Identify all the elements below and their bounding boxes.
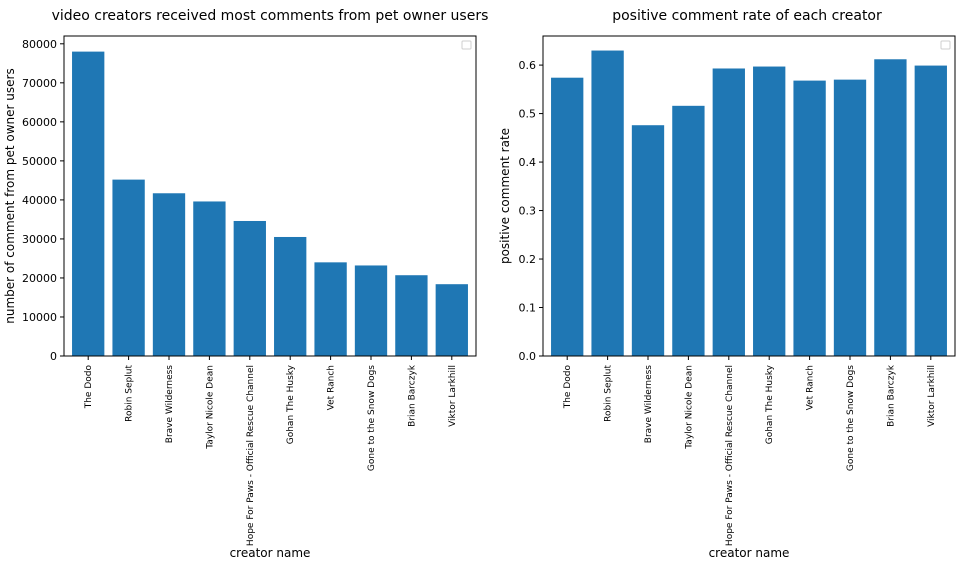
y-tick-label: 0.2 bbox=[519, 253, 537, 266]
x-tick-label: Brian Barczyk bbox=[407, 364, 417, 427]
bar-6 bbox=[753, 66, 786, 356]
x-tick-label: Brave Wilderness bbox=[165, 365, 175, 444]
y-tick-label: 0.1 bbox=[519, 302, 537, 315]
y-tick-label: 30000 bbox=[22, 233, 57, 246]
bar-6 bbox=[274, 236, 307, 356]
y-tick-label: 0.4 bbox=[519, 156, 537, 169]
bar-3 bbox=[631, 125, 665, 356]
x-tick-label: Hope For Paws - Official Rescue Channel bbox=[246, 365, 256, 546]
bar-8 bbox=[354, 265, 388, 356]
chart-panel-2: 0.0 0.1 0.2 0.3 0.4 0.5 0.6 The Dodo Robin Seplu… bbox=[498, 8, 956, 560]
y-tick-label: 0.0 bbox=[519, 350, 537, 363]
axes-frame bbox=[542, 35, 956, 357]
legend-box bbox=[461, 40, 472, 50]
bar-4 bbox=[672, 105, 705, 357]
x-tick-label: Gone to the Snow Dogs bbox=[367, 365, 377, 471]
chart-title: positive comment rate of each creator bbox=[612, 8, 882, 24]
x-tick-label: Viktor Larkhill bbox=[927, 365, 937, 427]
x-tick-label: Viktor Larkhill bbox=[448, 365, 458, 427]
bar-3 bbox=[152, 193, 186, 356]
legend-box bbox=[940, 40, 951, 50]
bar-10 bbox=[914, 65, 947, 357]
y-axis-label: number of comment from pet owner users bbox=[3, 68, 17, 323]
bar-10 bbox=[435, 284, 468, 356]
x-tick-label: The Dodo bbox=[84, 365, 94, 410]
bar-1 bbox=[551, 77, 584, 357]
bar-5 bbox=[233, 220, 266, 356]
y-tick-label: 20000 bbox=[22, 272, 57, 285]
y-axis-label: positive comment rate bbox=[498, 128, 512, 264]
x-tick-label: The Dodo bbox=[563, 365, 573, 410]
x-tick-label: Robin Seplut bbox=[604, 365, 614, 422]
bar-7 bbox=[314, 262, 347, 356]
x-tick-label: Hope For Paws - Official Rescue Channel bbox=[725, 365, 735, 546]
x-tick-label: Robin Seplut bbox=[125, 365, 135, 422]
axes-frame bbox=[63, 35, 477, 357]
x-tick-label: Gohan The Husky bbox=[765, 364, 775, 444]
bar-4 bbox=[193, 201, 226, 356]
bar-1 bbox=[72, 51, 105, 357]
bar-5 bbox=[712, 68, 745, 356]
bar-2 bbox=[112, 179, 145, 356]
y-tick-label: 10000 bbox=[22, 311, 57, 324]
bar-2 bbox=[591, 50, 624, 356]
x-tick-label: Vet Ranch bbox=[327, 365, 337, 410]
chart-panel-1: 0 10000 20000 30000 40000 50000 60000 70000 8000… bbox=[3, 8, 488, 560]
y-tick-label: 50000 bbox=[22, 155, 57, 168]
x-axis-label: creator name bbox=[230, 546, 311, 560]
bar-7 bbox=[793, 80, 826, 356]
y-tick-label: 0.5 bbox=[519, 108, 537, 121]
y-tick-label: 40000 bbox=[22, 194, 57, 207]
y-tick-label: 80000 bbox=[22, 38, 57, 51]
bar-9 bbox=[874, 59, 907, 356]
y-tick-label: 0 bbox=[50, 350, 57, 363]
x-tick-label: Taylor Nicole Dean bbox=[205, 365, 215, 450]
y-tick-label: 60000 bbox=[22, 116, 57, 129]
x-tick-label: Vet Ranch bbox=[806, 365, 816, 410]
y-tick-label: 0.3 bbox=[519, 205, 537, 218]
x-tick-label: Taylor Nicole Dean bbox=[684, 365, 694, 450]
x-tick-label: Gone to the Snow Dogs bbox=[846, 365, 856, 471]
y-tick-label: 70000 bbox=[22, 77, 57, 90]
bar-8 bbox=[833, 79, 867, 357]
chart-title: video creators received most comments fr… bbox=[52, 8, 489, 24]
x-tick-label: Gohan The Husky bbox=[286, 364, 296, 444]
x-tick-label: Brave Wilderness bbox=[644, 365, 654, 444]
bar-9 bbox=[395, 275, 428, 356]
x-tick-label: Brian Barczyk bbox=[886, 364, 896, 427]
x-axis-label: creator name bbox=[709, 546, 790, 560]
y-tick-label: 0.6 bbox=[519, 59, 537, 72]
